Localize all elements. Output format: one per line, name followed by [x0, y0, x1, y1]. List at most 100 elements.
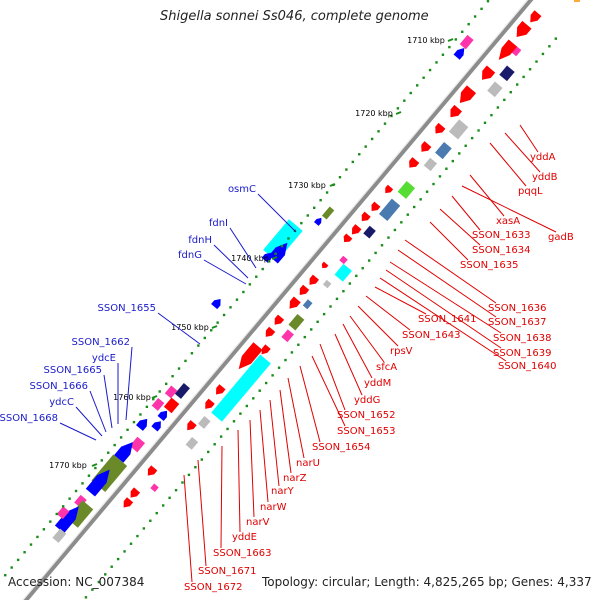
- gene-feature: [281, 329, 294, 343]
- gene-feature: [185, 436, 199, 450]
- gene-label: yddE: [232, 532, 257, 543]
- tick-dot: [29, 543, 33, 546]
- gene-leader-line: [103, 374, 113, 429]
- tick-dot: [81, 482, 84, 485]
- tick-dot: [313, 206, 316, 210]
- gene-shape: [123, 497, 134, 508]
- gene-shape: [409, 157, 420, 168]
- gene-feature: [314, 217, 322, 226]
- gene-label: ydcE: [92, 353, 116, 364]
- gene-feature: [136, 418, 148, 431]
- gene-label: SSON_1636: [488, 303, 547, 314]
- tick-dot: [284, 358, 287, 362]
- gene-shape: [150, 483, 159, 492]
- gene-feature: [265, 326, 276, 337]
- gene-label: gadB: [548, 232, 574, 243]
- kbp-tick-label: 1760 kbp: [113, 393, 151, 402]
- tick-dot: [248, 283, 252, 286]
- tick-dot: [316, 320, 319, 324]
- tick-dot: [129, 542, 133, 545]
- gene-label: fdnG: [178, 250, 202, 261]
- tick-dot: [184, 359, 187, 363]
- gene-leader-line: [519, 124, 539, 153]
- tick-dot: [274, 252, 277, 255]
- tick-dot: [425, 190, 429, 193]
- kbp-tick-label: 1730 kbp: [288, 181, 326, 190]
- tick-dot: [255, 275, 258, 278]
- gene-shape: [56, 506, 70, 520]
- gene-feature: [321, 206, 335, 220]
- gene-shape: [281, 329, 294, 343]
- gene-feature: [302, 299, 313, 310]
- gene-shape: [361, 211, 371, 222]
- gene-feature: [197, 416, 211, 429]
- gene-shape: [421, 141, 432, 152]
- tick-dot: [74, 489, 78, 493]
- kbp-tick-label: 1750 kbp: [171, 323, 209, 332]
- tick-dot: [413, 205, 416, 209]
- gene-feature: [288, 313, 305, 331]
- gene-leader-line: [299, 365, 321, 443]
- tick-dot: [245, 404, 249, 408]
- gene-feature: [409, 157, 420, 168]
- gene-shape: [453, 47, 465, 60]
- gene-shape: [397, 181, 416, 199]
- gene-leader-line: [287, 377, 305, 459]
- gene-leader-line: [451, 195, 481, 231]
- gene-feature: [459, 34, 474, 50]
- tick-dot: [345, 168, 348, 171]
- gene-leader-line: [379, 277, 507, 362]
- tick-dot: [232, 420, 236, 423]
- tick-dot: [68, 497, 71, 500]
- kbp-tick-mark: [447, 38, 454, 42]
- tick-dot: [467, 22, 470, 26]
- gene-leader-line: [357, 305, 399, 347]
- gene-shape: [334, 263, 352, 282]
- gene-shape: [385, 184, 394, 194]
- tick-dot: [119, 436, 123, 439]
- tick-dot: [419, 198, 422, 201]
- gene-feature: [450, 104, 463, 118]
- gene-feature: [321, 261, 329, 269]
- tick-dot: [287, 237, 290, 240]
- gene-feature: [163, 397, 180, 414]
- tick-dot: [480, 7, 483, 11]
- gene-leader-line: [75, 406, 103, 437]
- gene-feature: [147, 465, 158, 476]
- tick-dot: [290, 351, 294, 354]
- gene-feature: [371, 201, 381, 212]
- gene-leader-line: [220, 445, 223, 549]
- gene-label: xasA: [496, 216, 520, 227]
- gene-shape: [114, 442, 133, 463]
- tick-dot: [155, 511, 158, 515]
- gene-shape: [164, 385, 178, 399]
- gene-feature: [516, 20, 532, 38]
- kbp-tick-mark: [151, 395, 158, 399]
- gene-label: SSON_1653: [337, 426, 396, 437]
- gene-feature: [151, 398, 165, 411]
- tick-dot: [161, 504, 165, 507]
- tick-dot: [97, 580, 101, 584]
- tick-dot: [194, 466, 197, 469]
- gene-feature: [511, 46, 522, 57]
- gene-shape: [265, 326, 276, 337]
- tick-dot: [94, 466, 97, 470]
- gene-label: rpsV: [390, 346, 413, 357]
- gene-shape: [205, 398, 215, 409]
- gene-shape: [322, 279, 332, 289]
- tick-dot: [329, 305, 332, 308]
- gene-shape: [343, 233, 353, 243]
- gene-label: SSON_1635: [460, 260, 519, 271]
- gene-shape: [487, 81, 503, 98]
- tick-dot: [91, 588, 94, 591]
- gene-feature: [54, 506, 79, 534]
- gene-feature: [378, 198, 401, 222]
- tick-dot: [477, 129, 480, 132]
- gene-label: fdnI: [209, 218, 228, 229]
- tick-dot: [104, 573, 107, 576]
- kbp-tick-mark: [395, 111, 402, 115]
- genome-backbone: [23, 0, 534, 600]
- tick-dot: [503, 98, 506, 102]
- gene-label: SSON_1668: [0, 413, 58, 424]
- gene-feature: [453, 47, 465, 60]
